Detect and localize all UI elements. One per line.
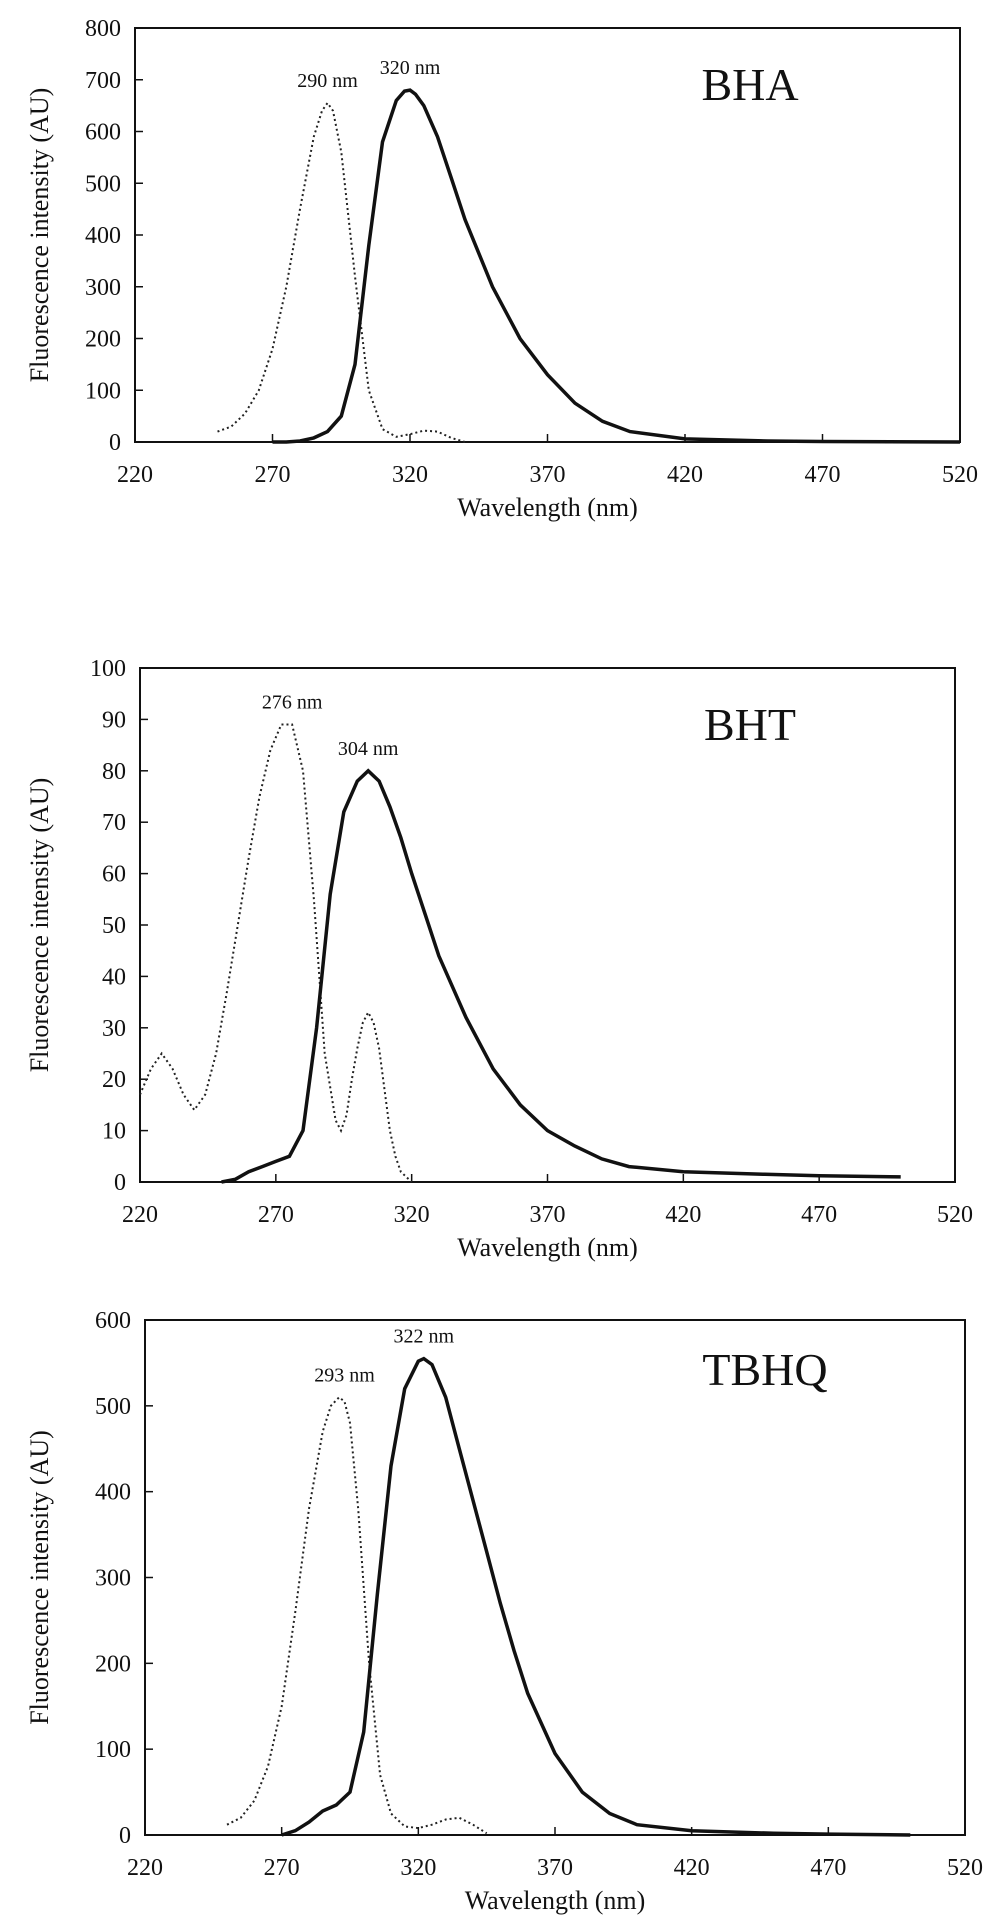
x-tick-label: 220: [127, 1855, 163, 1881]
y-tick-label: 20: [102, 1067, 126, 1093]
x-tick-label: 220: [122, 1202, 158, 1228]
plot-frame: [139, 667, 956, 1183]
x-tick-label: 470: [810, 1855, 846, 1881]
x-axis-label: Wavelength (nm): [457, 1233, 638, 1262]
y-tick-label: 40: [102, 964, 126, 990]
x-tick-label: 320: [400, 1855, 436, 1881]
x-tick-label: 370: [537, 1855, 573, 1881]
excitation-spectrum-line: [217, 101, 466, 443]
x-axis-label: Wavelength (nm): [465, 1886, 646, 1915]
chart-bht: 0 10 20 30 40 50 60 70 80 90 100 220 270 320 370 420 470…: [25, 656, 973, 1262]
y-tick-label: 50: [102, 913, 126, 939]
y-tick-label: 600: [85, 120, 121, 146]
plot-frame: [144, 1319, 966, 1836]
y-axis-label: Fluorescence intensity (AU): [25, 778, 54, 1073]
y-axis-label: Fluorescence intensity (AU): [25, 1430, 54, 1725]
peak-label: 320 nm: [380, 57, 441, 79]
y-tick-label: 90: [102, 707, 126, 733]
x-tick-label: 320: [392, 462, 428, 488]
x-tick-label: 270: [255, 462, 291, 488]
y-tick-label: 30: [102, 1016, 126, 1042]
emission-spectrum-line: [221, 768, 901, 1184]
chart-title: BHA: [701, 59, 798, 110]
x-tick-label: 270: [258, 1202, 294, 1228]
y-tick-label: 500: [95, 1394, 131, 1420]
y-tick-label: 400: [95, 1480, 131, 1506]
y-tick-label: 0: [114, 1170, 126, 1196]
y-tick-label: 200: [95, 1651, 131, 1677]
y-tick-label: 100: [85, 378, 121, 404]
excitation-spectrum-line: [226, 1395, 488, 1835]
peak-label: 276 nm: [262, 692, 323, 714]
peak-label: 322 nm: [394, 1326, 455, 1348]
y-tick-label: 60: [102, 862, 126, 888]
y-tick-label: 100: [90, 656, 126, 682]
y-tick-label: 10: [102, 1119, 126, 1145]
chart-panel-tbhq: 0 100 200 300 400 500 600 220 270 320 370 420 470 520…: [0, 1290, 1005, 1923]
chart-tbhq: 0 100 200 300 400 500 600 220 270 320 370 420 470 520…: [25, 1308, 983, 1915]
peak-label: 293 nm: [314, 1364, 375, 1386]
y-tick-label: 200: [85, 327, 121, 353]
y-tick-label: 0: [119, 1823, 131, 1849]
y-tick-label: 300: [95, 1566, 131, 1592]
y-tick-label: 600: [95, 1308, 131, 1334]
excitation-spectrum-line: [139, 723, 413, 1183]
y-tick-label: 70: [102, 810, 126, 836]
chart-title: TBHQ: [702, 1344, 827, 1395]
y-tick-label: 500: [85, 171, 121, 197]
y-tick-label: 0: [109, 430, 121, 456]
x-tick-label: 220: [117, 462, 153, 488]
x-tick-label: 520: [942, 462, 978, 488]
y-axis-label: Fluorescence intensity (AU): [25, 88, 54, 383]
x-tick-label: 420: [667, 462, 703, 488]
y-tick-label: 400: [85, 223, 121, 249]
peak-label: 304 nm: [338, 738, 399, 760]
x-tick-label: 270: [264, 1855, 300, 1881]
x-tick-label: 370: [530, 1202, 566, 1228]
emission-spectrum-line: [281, 1356, 911, 1837]
x-tick-label: 320: [394, 1202, 430, 1228]
chart-bha: 0 100 200 300 400 500 600 700 800 220 270 320 370 420…: [25, 16, 978, 522]
x-tick-label: 370: [530, 462, 566, 488]
chart-panel-bha: 0 100 200 300 400 500 600 700 800 220 270 320 370 420…: [0, 0, 1005, 530]
chart-title: BHT: [704, 699, 796, 750]
plot-frame: [134, 27, 961, 443]
x-tick-label: 470: [805, 462, 841, 488]
x-tick-label: 420: [665, 1202, 701, 1228]
y-tick-label: 300: [85, 275, 121, 301]
x-axis-label: Wavelength (nm): [457, 493, 638, 522]
x-tick-label: 470: [801, 1202, 837, 1228]
y-tick-label: 700: [85, 68, 121, 94]
x-tick-label: 520: [947, 1855, 983, 1881]
y-tick-label: 800: [85, 16, 121, 42]
peak-label: 290 nm: [297, 70, 358, 92]
chart-panel-bht: 0 10 20 30 40 50 60 70 80 90 100 220 270 320 370 420 470…: [0, 640, 1005, 1270]
x-tick-label: 520: [937, 1202, 973, 1228]
x-tick-label: 420: [674, 1855, 710, 1881]
y-tick-label: 80: [102, 759, 126, 785]
emission-spectrum-line: [272, 88, 961, 444]
y-tick-label: 100: [95, 1737, 131, 1763]
